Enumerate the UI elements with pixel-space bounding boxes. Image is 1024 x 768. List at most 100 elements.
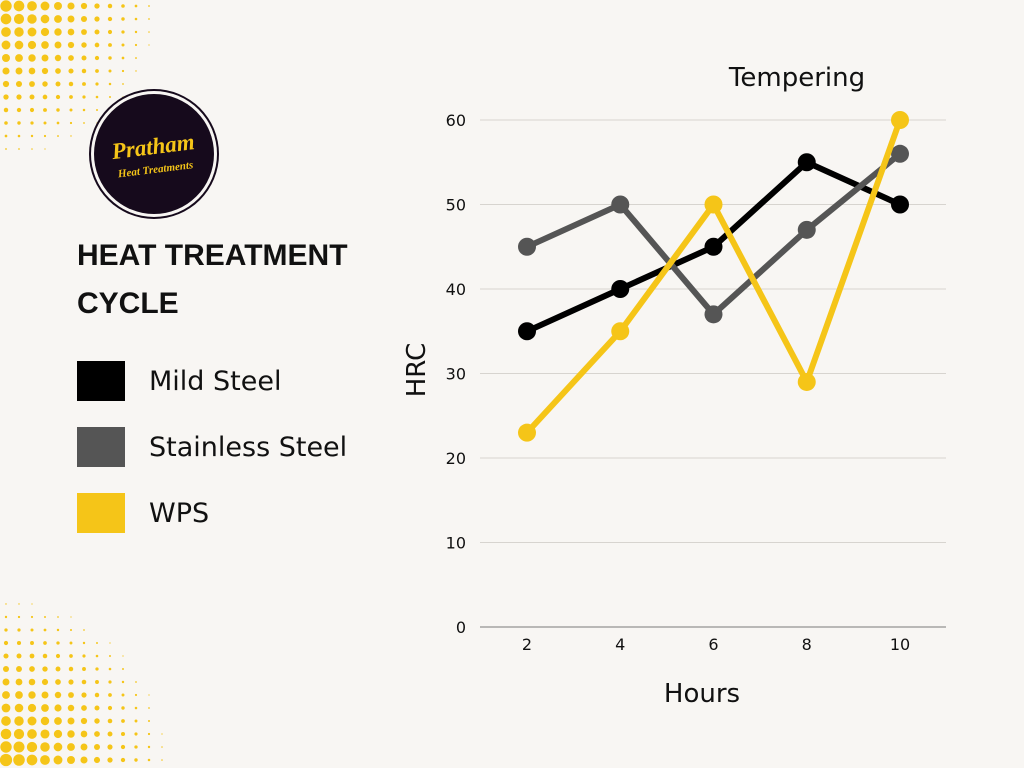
halftone-dot xyxy=(28,691,36,699)
data-point-wps xyxy=(797,372,816,391)
halftone-dot xyxy=(122,655,124,657)
halftone-dot xyxy=(81,692,87,698)
halftone-dot xyxy=(2,54,10,62)
x-tick-label: 4 xyxy=(615,635,625,654)
halftone-dot xyxy=(1,40,11,50)
halftone-dot xyxy=(121,4,125,8)
legend-label-stainless-steel: Stainless Steel xyxy=(149,432,348,463)
halftone-dot xyxy=(68,81,74,87)
halftone-dot xyxy=(94,718,100,724)
halftone-dot xyxy=(121,17,125,21)
halftone-dot xyxy=(17,121,21,125)
halftone-dot xyxy=(95,82,99,86)
halftone-dot xyxy=(107,731,113,737)
halftone-dot xyxy=(69,95,73,99)
heading-line-1: HEAT TREATMENT xyxy=(77,239,348,272)
halftone-dot xyxy=(96,642,98,644)
chart-tick-labels: 0 10 20 30 40 50 60 2 4 6 8 10 xyxy=(446,111,911,654)
halftone-dot xyxy=(70,616,72,618)
halftone-dot xyxy=(26,754,38,766)
halftone-dot xyxy=(80,15,88,23)
halftone-dot xyxy=(28,67,36,75)
y-tick-label: 40 xyxy=(446,280,466,299)
halftone-dot xyxy=(94,692,100,698)
halftone-dot xyxy=(108,56,112,60)
halftone-dot xyxy=(68,692,74,698)
halftone-dot xyxy=(121,30,125,34)
halftone-dot xyxy=(67,730,75,738)
halftone-dot xyxy=(17,615,21,619)
halftone-dot xyxy=(54,41,62,49)
halftone-dot xyxy=(80,743,88,751)
halftone-dot xyxy=(109,655,111,657)
halftone-dot xyxy=(122,96,124,98)
halftone-dot xyxy=(4,628,8,632)
halftone-dot xyxy=(161,733,163,735)
halftone-dot xyxy=(29,653,35,659)
halftone-dot xyxy=(1,27,11,37)
halftone-dot xyxy=(56,628,60,632)
halftone-dot xyxy=(15,67,23,75)
halftone-dot xyxy=(95,69,99,73)
halftone-dot xyxy=(54,717,62,725)
chart-x-axis-label: Hours xyxy=(664,679,740,709)
halftone-dot xyxy=(54,691,62,699)
halftone-dot xyxy=(3,94,9,100)
halftone-dot xyxy=(80,756,88,764)
halftone-dot xyxy=(55,94,61,100)
halftone-dot xyxy=(2,665,10,673)
halftone-dot xyxy=(147,745,151,749)
halftone-dot xyxy=(16,653,22,659)
halftone-dot xyxy=(94,705,100,711)
halftone-dot xyxy=(82,667,86,671)
data-point-mild-steel xyxy=(518,322,536,341)
halftone-dot xyxy=(67,41,75,49)
halftone-dot xyxy=(29,107,35,113)
halftone-dot xyxy=(42,81,48,87)
halftone-dot xyxy=(121,706,125,710)
halftone-dot xyxy=(55,81,61,87)
halftone-dot xyxy=(17,134,21,138)
halftone-dot xyxy=(27,703,37,713)
halftone-dot xyxy=(16,666,22,672)
pratham-logo: Pratham Heat Treatments xyxy=(94,94,214,214)
halftone-dot xyxy=(68,55,74,61)
series-line-wps xyxy=(524,118,903,435)
halftone-dot xyxy=(16,94,22,100)
halftone-dot xyxy=(67,28,75,36)
halftone-dot xyxy=(16,107,22,113)
halftone-dot xyxy=(108,43,112,47)
halftone-dot xyxy=(107,16,113,22)
halftone-dot xyxy=(30,628,34,632)
x-tick-label: 10 xyxy=(890,635,910,654)
halftone-dot xyxy=(134,732,138,736)
halftone-dot xyxy=(56,108,60,112)
halftone-dot xyxy=(67,743,75,751)
halftone-dot xyxy=(95,95,99,99)
halftone-dot xyxy=(27,40,37,50)
halftone-dot xyxy=(13,754,25,766)
halftone-dot xyxy=(109,642,111,644)
legend-swatch-stainless-steel xyxy=(77,427,125,467)
halftone-dot xyxy=(161,746,163,748)
halftone-dot xyxy=(120,757,126,763)
halftone-dot xyxy=(53,729,63,739)
halftone-dot xyxy=(95,654,99,658)
legend-swatch-mild-steel xyxy=(77,361,125,401)
halftone-dot xyxy=(122,83,124,85)
halftone-dot xyxy=(109,109,111,111)
halftone-dot xyxy=(134,745,138,749)
halftone-dot xyxy=(107,757,113,763)
halftone-dot xyxy=(147,732,151,736)
halftone-dot xyxy=(13,741,25,753)
halftone-dot xyxy=(56,641,60,645)
series-wps xyxy=(518,111,909,442)
halftone-dot xyxy=(40,1,50,11)
x-tick-label: 2 xyxy=(522,635,532,654)
halftone-dot xyxy=(14,703,24,713)
halftone-dot xyxy=(81,679,87,685)
series-mild-steel xyxy=(518,153,909,341)
halftone-dot xyxy=(135,681,137,683)
halftone-dot xyxy=(82,654,86,658)
halftone-dot xyxy=(18,603,20,605)
